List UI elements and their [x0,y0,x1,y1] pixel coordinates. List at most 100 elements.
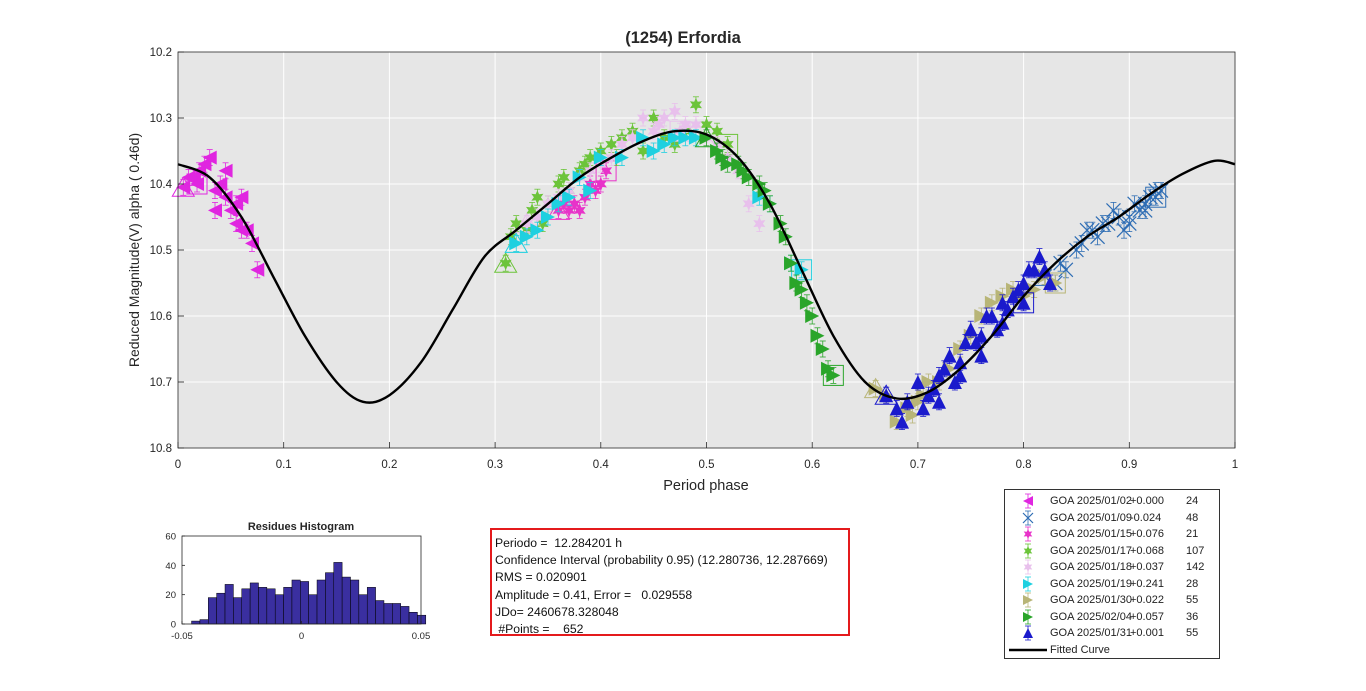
legend-item: GOA 2025/01/19 +0.241 28 [1005,576,1219,592]
data-point [889,414,904,429]
data-point [646,144,661,158]
histogram-bar [383,603,393,625]
legend-count: 55 [1186,627,1199,639]
legend-count: 24 [1186,495,1199,507]
data-point [190,177,205,191]
data-point [1121,216,1137,232]
hist-y-tick-label: 60 [165,532,176,543]
data-point [1058,262,1074,278]
legend-marker-icon [1023,526,1033,542]
legend-marker-icon [1023,609,1033,624]
data-point [605,137,618,152]
legend-label: GOA 2025/01/30 [1050,594,1132,606]
data-point [647,111,660,125]
data-point [932,394,947,409]
legend-label: GOA 2025/01/18 [1050,561,1132,573]
data-point [810,328,825,343]
legend-marker [1023,595,1033,605]
data-point [974,348,989,363]
data-point [615,137,628,152]
legend-marker-icon [1023,559,1033,575]
data-point [1043,276,1058,290]
y-tick-label: 10.6 [150,311,172,323]
data-point [900,394,915,409]
data-point [789,276,804,290]
data-point [531,210,544,224]
data-point [637,144,650,158]
info-amplitude: Amplitude = 0.41, Error = 0.029558 [495,587,693,602]
legend-offset: -0.024 [1130,511,1162,524]
legend-count: 36 [1186,610,1199,623]
data-point [1116,222,1132,238]
legend-marker [1023,578,1033,589]
legend-item: GOA 2025/01/30 +0.022 55 [1005,592,1219,608]
legend-label: Fitted Curve [1050,643,1110,656]
data-point [752,190,767,205]
legend-marker [1023,529,1033,539]
y-tick-label: 10.4 [150,179,173,191]
data-point [652,117,665,132]
legend-offset: +0.057 [1130,610,1164,623]
session-start-marker [504,232,529,253]
data-point [794,282,809,297]
data-point [711,124,724,139]
data-point [499,256,512,271]
y-tick-label: 10.5 [150,245,172,257]
histogram-bar [241,588,251,625]
data-point [213,177,228,191]
histogram-bar [325,572,335,625]
data-point [679,117,692,132]
session-start-marker [863,377,888,399]
data-point [1084,222,1100,238]
data-point [530,223,545,238]
legend-item: GOA 2025/02/04 +0.057 36 [1005,609,1219,625]
legend-label: GOA 2025/01/19 [1050,577,1132,590]
data-point [721,137,734,152]
legend-marker-icon [1023,592,1033,608]
data-point [583,183,598,198]
data-point [658,111,671,125]
data-point [1069,242,1084,258]
data-point [526,203,539,218]
data-point [736,163,751,178]
legend-marker [1023,496,1033,506]
hist-x-tick-label: -0.05 [171,631,193,642]
legend-item: GOA 2025/01/18 +0.037 142 [1005,559,1219,575]
histogram-bar [392,603,401,625]
x-tick-label: 0.4 [593,459,610,471]
data-point [1016,295,1031,310]
histogram-bar [300,581,309,625]
data-point [197,157,212,172]
histogram-bar [274,594,284,625]
legend-label: GOA 2025/01/15 [1050,528,1132,540]
data-point [958,335,973,350]
histogram-bar [341,576,351,625]
hist-x-tick-label: 0 [299,631,304,642]
data-point [953,368,968,383]
y-tick-label: 10.2 [150,47,172,59]
data-point [578,157,591,172]
x-tick-label: 0.2 [381,459,397,471]
session-end-marker [822,364,844,386]
histogram-bar [417,614,427,625]
data-point [218,163,233,178]
data-point [741,170,756,185]
session-end-marker [186,173,208,195]
y-tick-label: 10.3 [150,113,172,125]
data-point [668,104,681,119]
series-7 [694,126,844,386]
data-point [234,190,249,205]
legend-label: GOA 2025/02/04 [1050,610,1132,623]
histogram-bar [408,612,418,625]
data-point [715,150,730,165]
data-point [889,401,904,416]
info-confidence: Confidence Interval (probability 0.95) (… [495,553,828,568]
x-tick-label: 0.6 [804,459,820,471]
data-point [1016,276,1031,290]
data-point [905,408,920,422]
data-point [1032,249,1047,264]
histogram-bar [366,587,376,625]
session-end-marker [1044,272,1066,294]
legend-marker-icon [1023,625,1033,641]
histogram-bar [208,597,217,625]
